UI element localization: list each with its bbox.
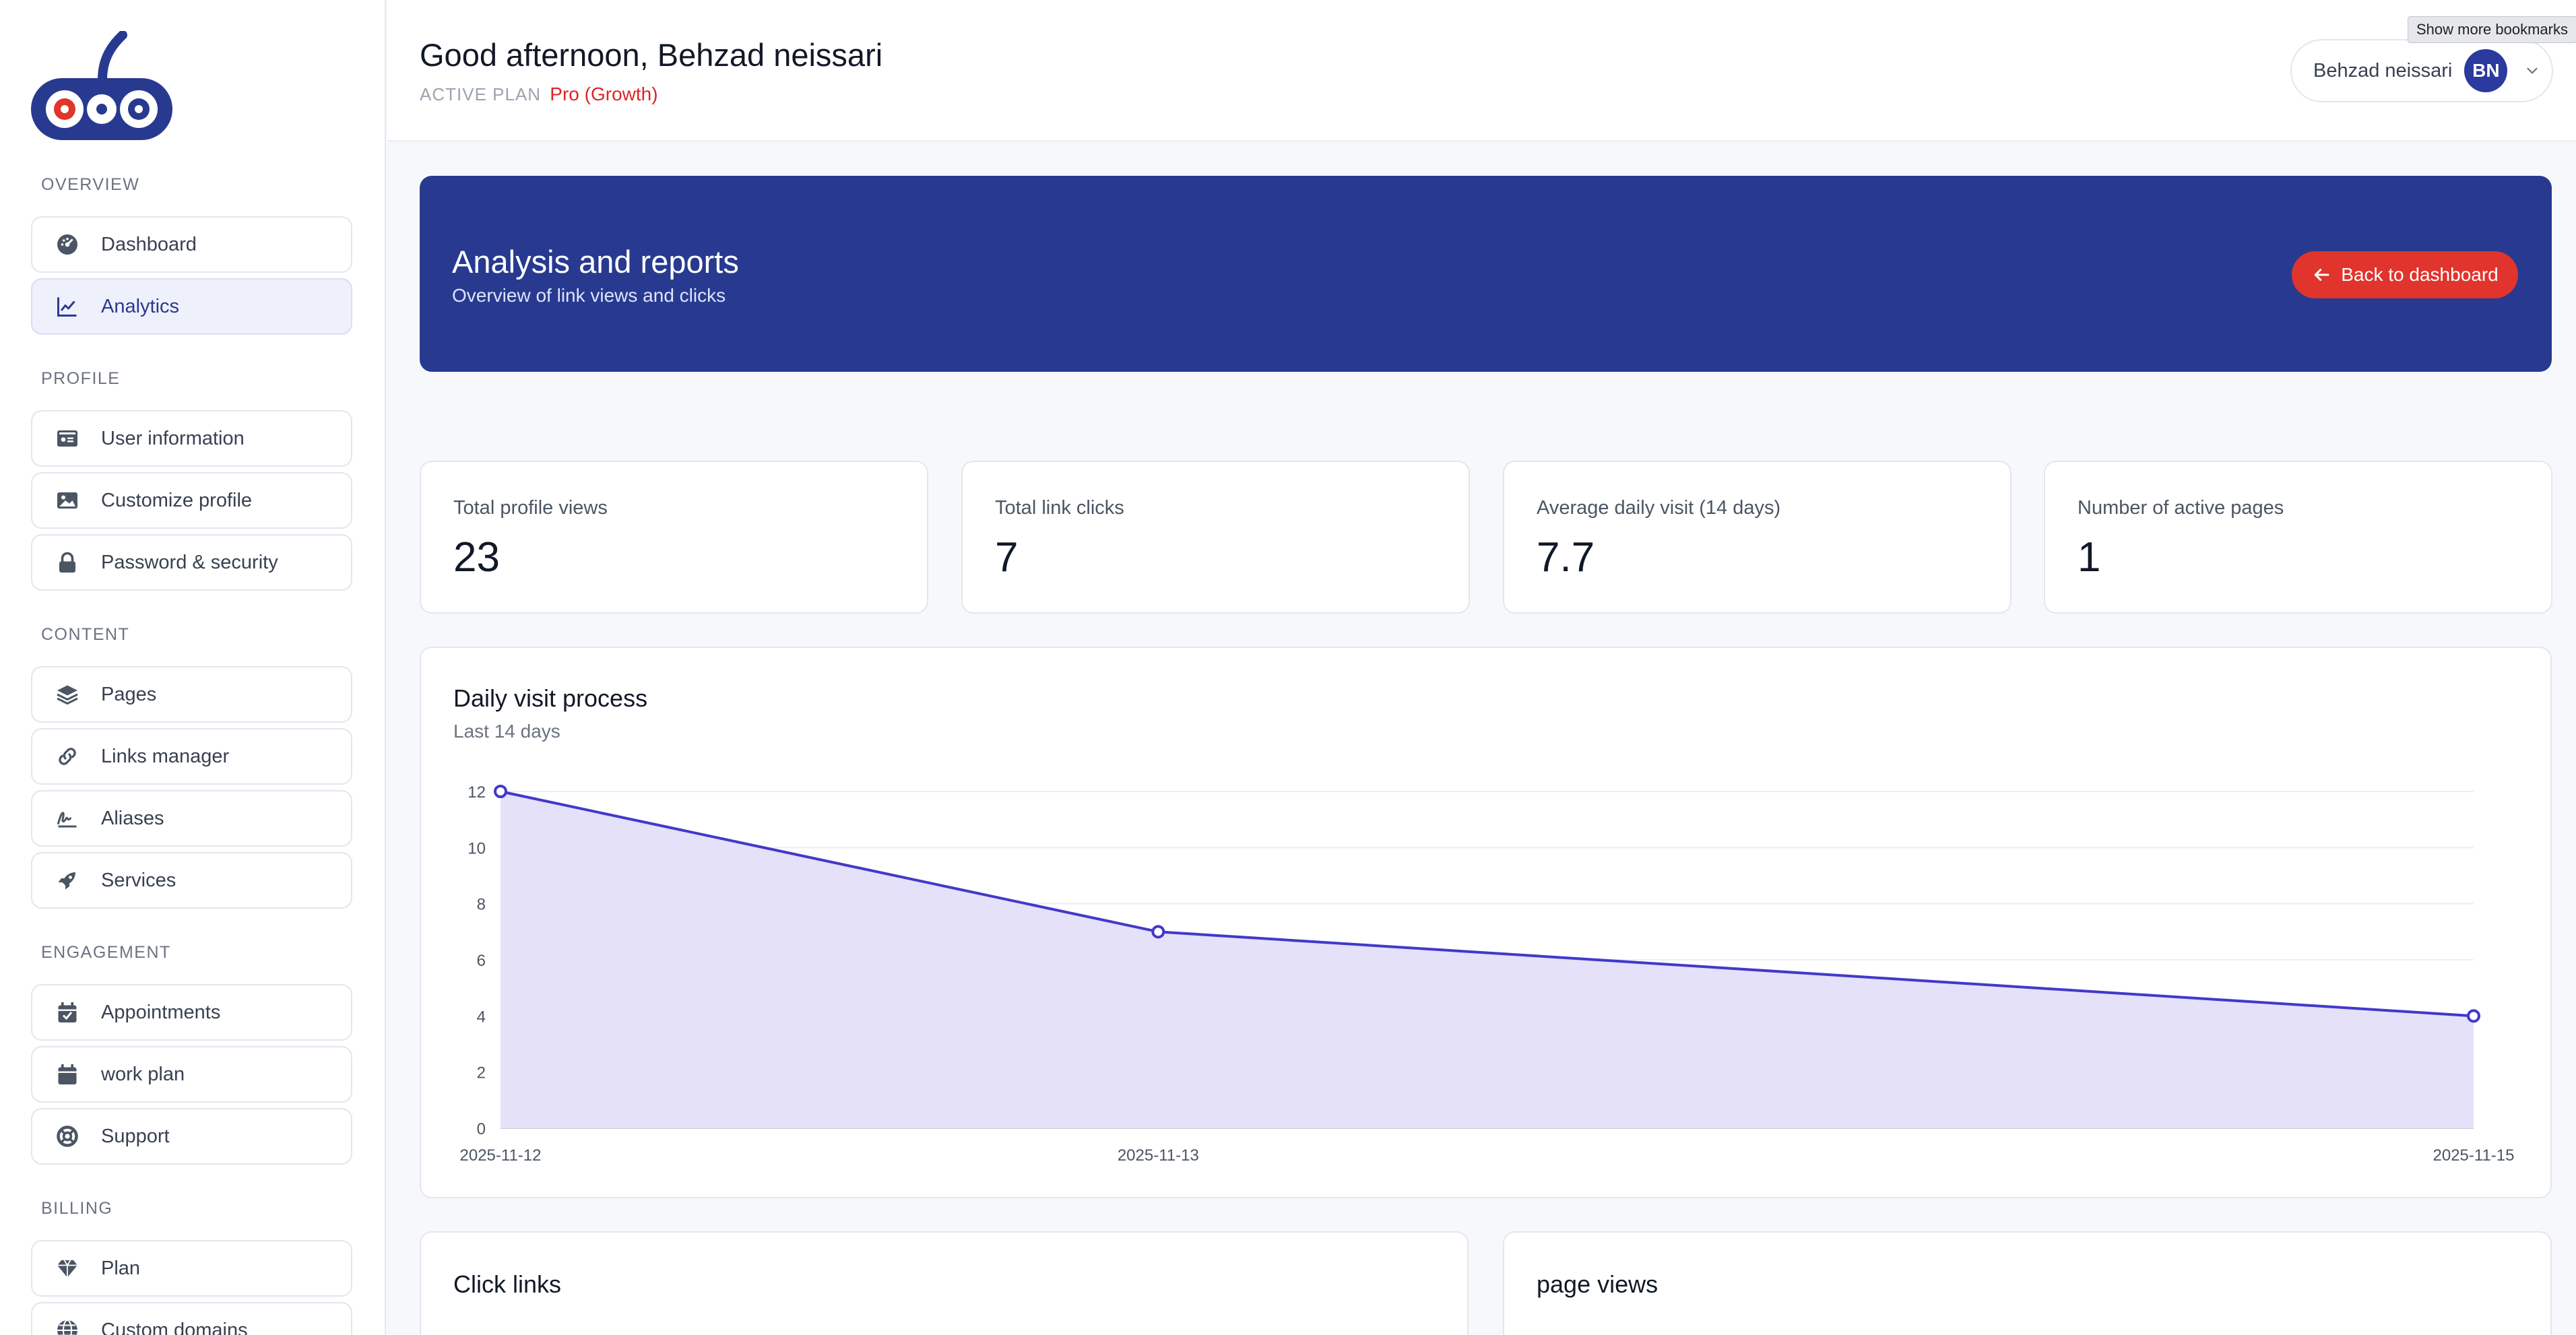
x-tick-label: 2025-11-12 [460,1146,542,1165]
sidebar-item-support[interactable]: Support [31,1108,352,1165]
sidebar-item-customize-profile[interactable]: Customize profile [31,472,352,529]
daily-visit-chart[interactable]: 0 2 4 6 8 10 12 2025-11-12 2025-11-13 2025-11-15 [421,648,2553,1200]
chart-title: Daily visit process [453,684,648,712]
globe-icon [54,1317,81,1335]
rocket-icon [54,867,81,894]
series-area [501,791,2474,1128]
active-plan-label: ACTIVE PLAN [420,84,542,104]
sidebar-item-dashboard[interactable]: Dashboard [31,216,352,273]
bookmarks-tooltip: Show more bookmarks [2408,16,2576,43]
section-label-profile: PROFILE [41,369,121,388]
layers-icon [54,681,81,708]
stat-label: Number of active pages [2078,497,2284,519]
sidebar: OVERVIEW Dashboard Analytics PROFILE Use… [0,0,386,1335]
sidebar-item-label: User information [101,427,245,449]
analysis-banner: Analysis and reports Overview of link vi… [420,176,2552,372]
greeting-title: Good afternoon, Behzad neissari [420,37,883,73]
sidebar-item-appointments[interactable]: Appointments [31,984,352,1041]
id-card-icon [54,425,81,452]
data-point [494,785,507,798]
dashboard-gauge-icon [54,231,81,258]
stat-card-profile-views: Total profile views 23 [420,461,928,614]
sidebar-item-work-plan[interactable]: work plan [31,1046,352,1103]
sidebar-item-label: Aliases [101,807,164,829]
sidebar-item-label: Plan [101,1257,141,1279]
sidebar-item-label: Links manager [101,745,230,767]
sidebar-item-label: Dashboard [101,233,197,255]
click-links-card: Click links [420,1231,1469,1335]
gem-icon [54,1255,81,1282]
sidebar-item-services[interactable]: Services [31,852,352,909]
section-label-content: CONTENT [41,625,130,644]
stat-card-link-clicks: Total link clicks 7 [961,461,1470,614]
calendar-icon [54,1061,81,1088]
x-tick-label: 2025-11-15 [2433,1146,2515,1165]
sidebar-item-label: Support [101,1125,170,1147]
signature-icon [54,805,81,832]
sidebar-item-label: Customize profile [101,489,253,511]
user-name: Behzad neissari [2313,59,2453,82]
card-title: Click links [453,1270,562,1298]
back-button-label: Back to dashboard [2341,264,2499,285]
lock-icon [54,549,81,576]
stat-label: Total link clicks [995,497,1124,519]
section-label-billing: BILLING [41,1199,113,1218]
y-tick-label: 10 [468,839,486,857]
active-plan: ACTIVE PLAN Pro (Growth) [420,84,658,105]
arrow-left-icon [2315,269,2329,281]
back-to-dashboard-button[interactable]: Back to dashboard [2292,251,2518,298]
page-views-card: page views [1503,1231,2552,1335]
link-icon [54,743,81,770]
sidebar-item-label: Custom domains [101,1319,248,1335]
y-tick-label: 4 [477,1008,486,1026]
avatar: BN [2464,49,2508,92]
sidebar-item-password-security[interactable]: Password & security [31,534,352,591]
sidebar-item-label: Pages [101,683,157,705]
sidebar-item-analytics[interactable]: Analytics [31,278,352,335]
sidebar-item-label: Appointments [101,1001,221,1023]
stat-card-average-daily-visit: Average daily visit (14 days) 7.7 [1503,461,2011,614]
life-ring-icon [54,1123,81,1150]
x-tick-label: 2025-11-13 [1118,1146,1199,1165]
stat-value: 7.7 [1537,534,1595,581]
line-chart-icon [54,293,81,320]
chevron-down-icon [2527,67,2538,74]
stat-value: 7 [995,534,1019,581]
banner-title: Analysis and reports [452,244,739,280]
stat-label: Total profile views [453,497,608,519]
active-plan-value: Pro (Growth) [550,84,658,104]
sidebar-item-pages[interactable]: Pages [31,666,352,723]
calendar-check-icon [54,999,81,1026]
y-tick-label: 8 [477,896,486,914]
sidebar-item-plan[interactable]: Plan [31,1240,352,1297]
stat-value: 23 [453,534,500,581]
stat-card-active-pages: Number of active pages 1 [2044,461,2552,614]
data-point [1151,925,1165,939]
top-header: Good afternoon, Behzad neissari ACTIVE P… [387,0,2576,141]
daily-visit-chart-card: Daily visit process Last 14 days 0 2 4 6 8 10… [420,647,2552,1198]
image-icon [54,487,81,514]
section-label-engagement: ENGAGEMENT [41,943,171,962]
section-label-overview: OVERVIEW [41,175,140,194]
y-tick-label: 12 [468,783,486,802]
sidebar-item-label: Services [101,869,176,891]
sidebar-item-user-information[interactable]: User information [31,410,352,467]
data-point [2467,1009,2480,1023]
y-tick-label: 2 [477,1064,486,1082]
sidebar-item-label: Analytics [101,295,180,317]
sidebar-item-label: Password & security [101,551,278,573]
brand-logo[interactable] [28,31,175,144]
banner-subtitle: Overview of link views and clicks [452,285,726,306]
stat-label: Average daily visit (14 days) [1537,497,1781,519]
card-title: page views [1537,1270,1659,1298]
stat-value: 1 [2078,534,2101,581]
sidebar-item-aliases[interactable]: Aliases [31,790,352,847]
sidebar-item-links-manager[interactable]: Links manager [31,728,352,785]
sidebar-item-label: work plan [101,1063,185,1085]
user-menu-button[interactable]: Behzad neissari BN [2290,39,2553,102]
chart-subtitle: Last 14 days [453,721,560,742]
y-tick-label: 0 [477,1120,486,1138]
sidebar-item-custom-domains[interactable]: Custom domains [31,1302,352,1335]
y-tick-label: 6 [477,952,486,970]
